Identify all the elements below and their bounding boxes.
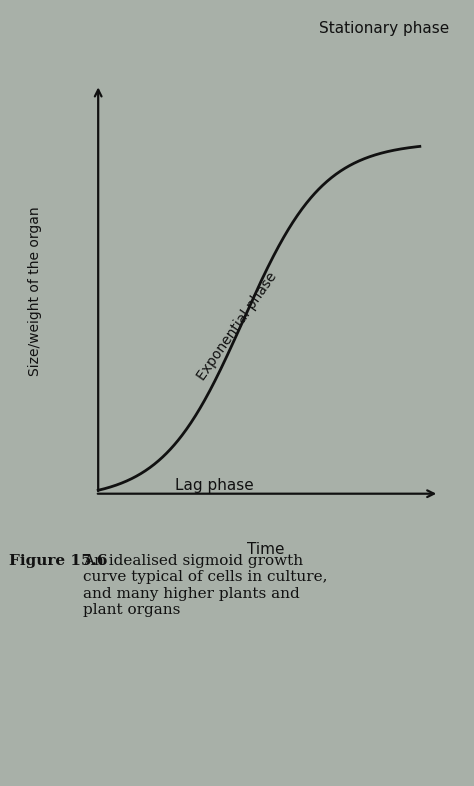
Text: Stationary phase: Stationary phase xyxy=(319,20,450,35)
Text: Size/weight of the organ: Size/weight of the organ xyxy=(28,206,42,376)
Text: An idealised sigmoid growth
curve typical of cells in culture,
and many higher p: An idealised sigmoid growth curve typica… xyxy=(83,554,328,617)
Text: Time: Time xyxy=(246,542,284,556)
Text: Exponential phase: Exponential phase xyxy=(194,270,279,383)
Text: Lag phase: Lag phase xyxy=(175,479,254,494)
Text: Figure 15.6: Figure 15.6 xyxy=(9,554,108,568)
